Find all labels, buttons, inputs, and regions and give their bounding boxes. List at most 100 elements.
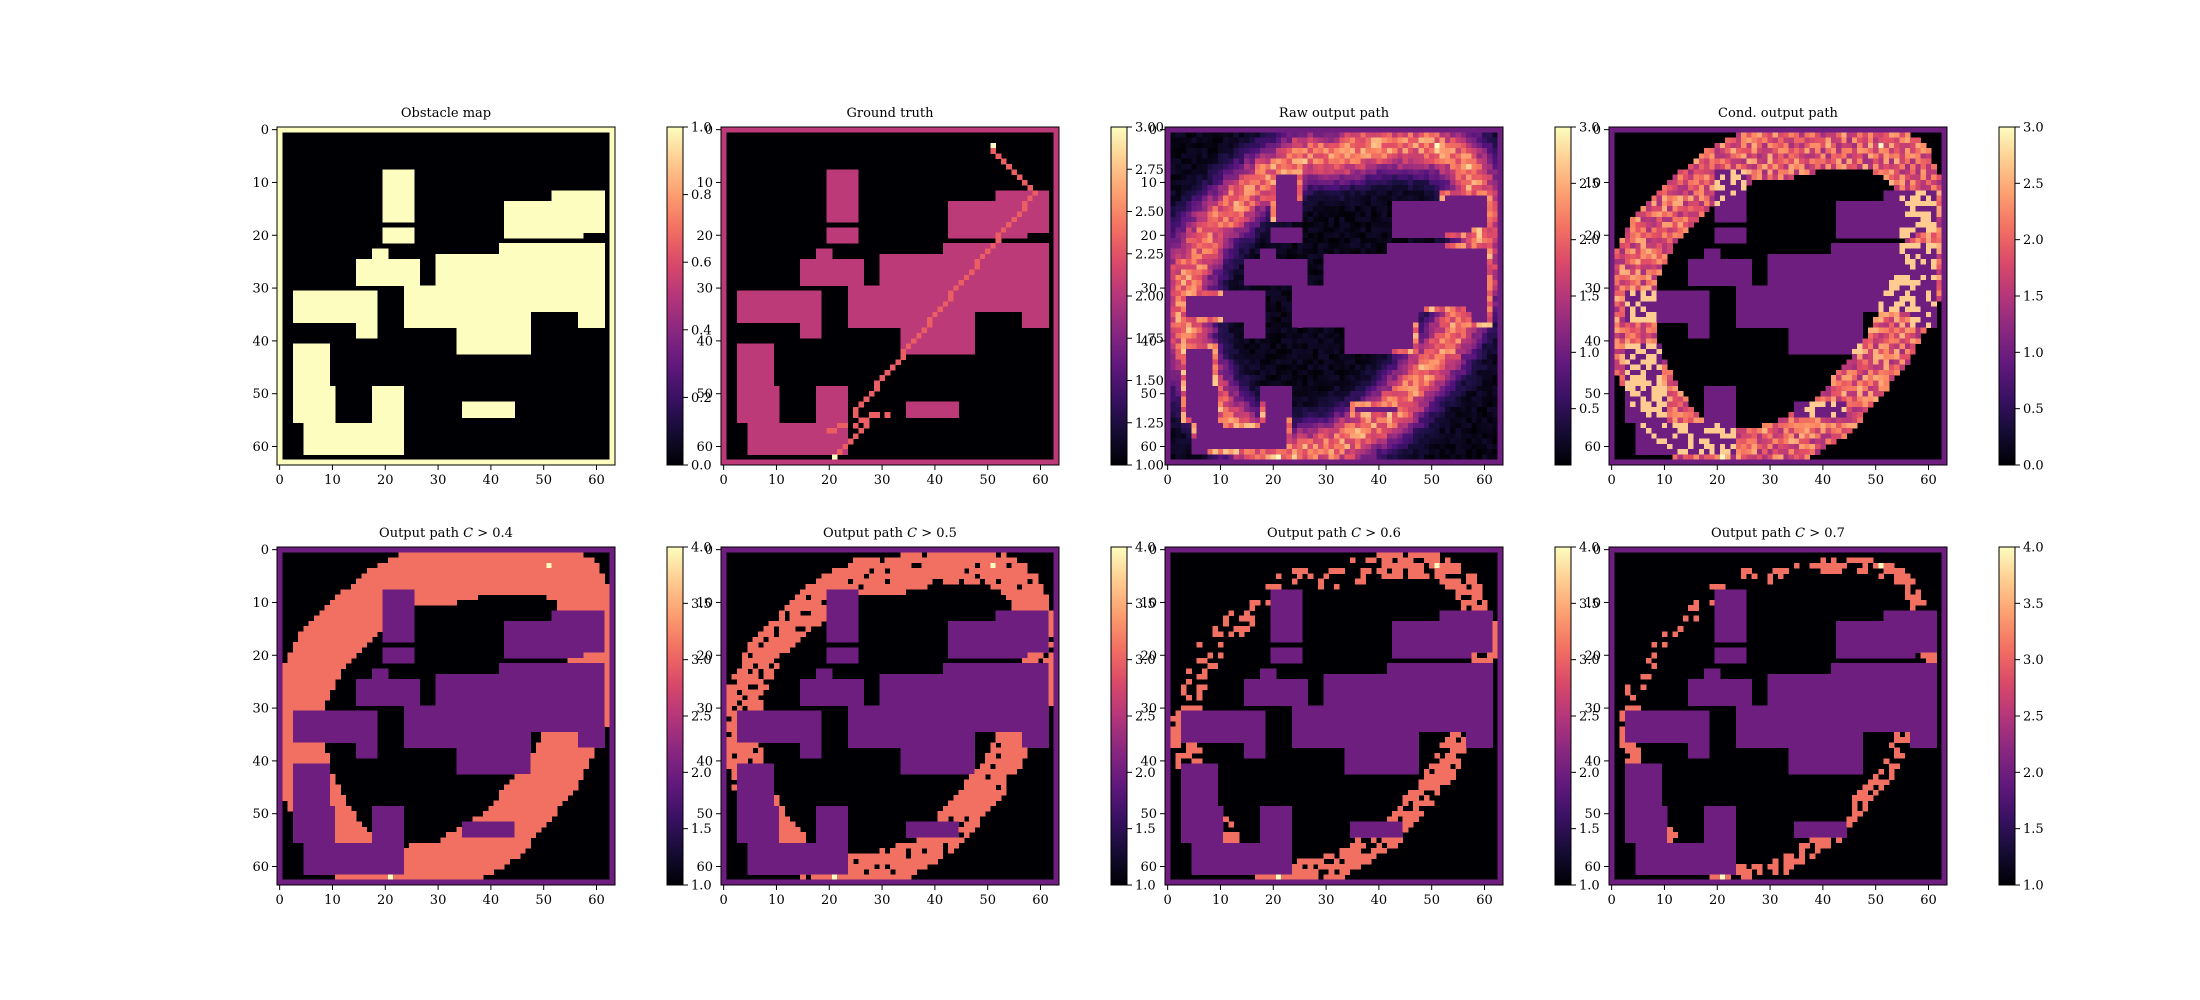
- heatmap-cell: [810, 127, 817, 133]
- heatmap-cell: [1492, 169, 1499, 175]
- heatmap-cell: [519, 243, 526, 249]
- heatmap-cell: [578, 222, 584, 228]
- heatmap-cell: [1201, 174, 1208, 181]
- heatmap-cell: [1360, 211, 1367, 218]
- heatmap-cell: [1249, 243, 1256, 249]
- heatmap-cell: [1397, 243, 1404, 249]
- heatmap-cell: [277, 296, 283, 302]
- heatmap-cell: [535, 232, 542, 239]
- heatmap-cell: [948, 280, 954, 286]
- heatmap-cell: [530, 206, 537, 212]
- heatmap-cell: [588, 200, 595, 207]
- heatmap-cell: [324, 290, 331, 297]
- heatmap-cell: [578, 216, 584, 223]
- heatmap-cell: [372, 306, 378, 313]
- heatmap-cell: [1381, 137, 1388, 144]
- heatmap-cell: [588, 206, 595, 212]
- heatmap-cell: [1233, 163, 1240, 170]
- heatmap-cell: [372, 332, 378, 339]
- heatmap-cell: [742, 311, 748, 318]
- heatmap-cell: [747, 401, 754, 408]
- heatmap-cell: [1444, 190, 1451, 197]
- heatmap-cell: [1165, 169, 1171, 175]
- heatmap-cell: [1334, 142, 1340, 149]
- heatmap-cell: [979, 206, 986, 212]
- heatmap-cell: [1233, 185, 1240, 191]
- heatmap-cell: [1011, 285, 1018, 292]
- heatmap-cell: [1233, 190, 1240, 197]
- heatmap-cell: [1212, 148, 1219, 154]
- heatmap-cell: [826, 174, 833, 181]
- heatmap-cell: [1334, 137, 1340, 144]
- heatmap-cell: [504, 274, 510, 281]
- heatmap-cell: [942, 338, 949, 344]
- heatmap-cell: [969, 248, 975, 255]
- heatmap-cell: [1201, 274, 1208, 281]
- heatmap-cell: [1032, 259, 1039, 265]
- heatmap-cell: [403, 174, 410, 181]
- colorbar-tick-label: 2.25: [1135, 247, 1164, 262]
- heatmap-cell: [721, 237, 727, 244]
- heatmap-cell: [942, 322, 949, 329]
- heatmap-cell: [958, 317, 965, 323]
- heatmap-cell: [831, 443, 838, 450]
- heatmap-cell: [1450, 142, 1456, 149]
- heatmap-cell: [1455, 195, 1462, 202]
- heatmap-cell: [1312, 206, 1319, 212]
- heatmap-cell: [879, 296, 886, 302]
- heatmap-cell: [842, 412, 849, 418]
- heatmap-cell: [1318, 237, 1324, 244]
- heatmap-cell: [1497, 200, 1504, 207]
- heatmap-cell: [1439, 232, 1446, 239]
- heatmap-cell: [837, 401, 843, 408]
- heatmap-cell: [884, 306, 891, 313]
- heatmap-cell: [1027, 248, 1033, 255]
- heatmap-cell: [858, 317, 864, 323]
- heatmap-cell: [451, 253, 457, 260]
- heatmap-cell: [1339, 174, 1345, 181]
- heatmap-cell: [1032, 301, 1039, 307]
- heatmap-cell: [329, 317, 336, 323]
- heatmap-cell: [853, 195, 859, 202]
- heatmap-cell: [1339, 195, 1345, 202]
- heatmap-cell: [768, 428, 775, 434]
- heatmap-cell: [821, 280, 828, 286]
- heatmap-cell: [1381, 248, 1388, 255]
- heatmap-cell: [763, 290, 769, 297]
- heatmap-cell: [1165, 274, 1171, 281]
- heatmap-cell: [1450, 127, 1456, 133]
- heatmap-cell: [816, 391, 822, 397]
- heatmap-cell: [1196, 269, 1203, 276]
- heatmap-cell: [519, 200, 526, 207]
- heatmap-cell: [736, 459, 743, 466]
- heatmap-cell: [1207, 132, 1213, 138]
- heatmap-cell: [1323, 179, 1330, 186]
- heatmap-cell: [969, 274, 975, 281]
- heatmap-cell: [308, 433, 315, 439]
- heatmap-cell: [721, 454, 727, 461]
- heatmap-cell: [768, 354, 775, 360]
- heatmap-cell: [1476, 190, 1483, 197]
- heatmap-cell: [831, 264, 838, 270]
- heatmap-cell: [1281, 216, 1287, 223]
- heatmap-cell: [509, 348, 516, 355]
- heatmap-cell: [356, 274, 362, 281]
- heatmap-cell: [768, 127, 775, 133]
- heatmap-cell: [1302, 185, 1308, 191]
- heatmap-cell: [1460, 259, 1467, 265]
- heatmap-cell: [1487, 174, 1493, 181]
- heatmap-cell: [1355, 227, 1361, 234]
- heatmap-cell: [530, 459, 537, 466]
- heatmap-cell: [482, 412, 489, 418]
- heatmap-cell: [1407, 132, 1414, 138]
- heatmap-cell: [398, 428, 405, 434]
- heatmap-cell: [768, 296, 775, 302]
- heatmap-cell: [1392, 179, 1398, 186]
- heatmap-cell: [609, 433, 616, 439]
- heatmap-cell: [831, 127, 838, 133]
- heatmap-cell: [768, 438, 775, 445]
- heatmap-cell: [472, 311, 479, 318]
- heatmap-cell: [1312, 127, 1319, 133]
- heatmap-cell: [440, 269, 447, 276]
- heatmap-cell: [921, 301, 928, 307]
